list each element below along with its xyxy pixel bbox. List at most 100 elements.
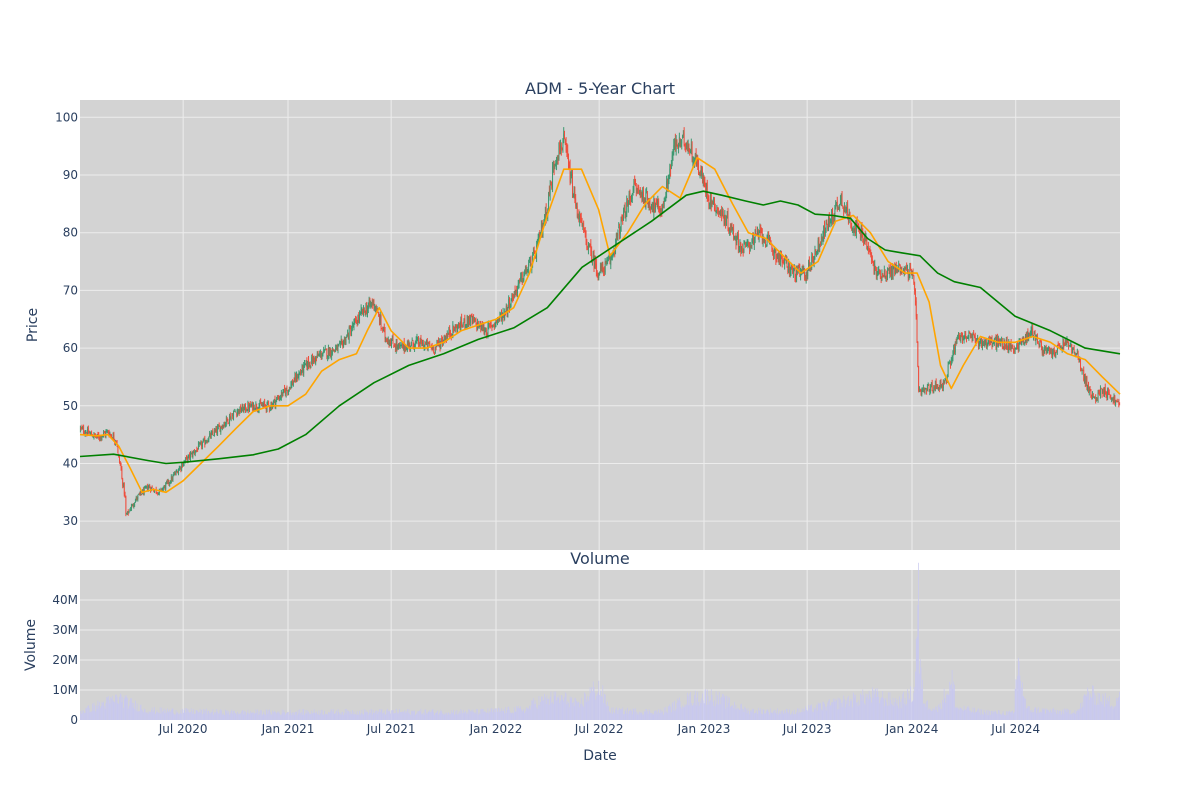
volume-bar [203, 713, 205, 720]
volume-bar [922, 679, 923, 720]
candle-body [276, 398, 277, 401]
candle-body [993, 342, 994, 344]
volume-bar [564, 692, 566, 720]
volume-bar [229, 714, 230, 720]
volume-bar [764, 713, 766, 720]
candle-body [1038, 344, 1040, 347]
volume-bar [1054, 712, 1056, 720]
volume-bar [1022, 695, 1024, 720]
volume-bar [497, 707, 499, 720]
volume-bar [992, 713, 994, 720]
volume-bar [1069, 710, 1071, 720]
candle-body [937, 386, 939, 389]
candle-body [397, 345, 399, 349]
candle-body [634, 180, 636, 182]
volume-bar [552, 704, 554, 720]
candle-body [786, 259, 788, 268]
volume-bar [1024, 698, 1026, 720]
candle-body [1064, 341, 1066, 346]
candle-body [164, 485, 166, 490]
candle-body [714, 207, 716, 213]
candle-body [360, 308, 362, 314]
candle-body [690, 144, 692, 153]
candle-body [204, 438, 206, 445]
volume-bar [293, 714, 295, 720]
candle-body [189, 454, 191, 458]
candle-body [269, 408, 271, 410]
volume-bar [878, 696, 880, 720]
volume-bar [1045, 708, 1047, 720]
candle-body [526, 271, 528, 276]
candle-body [560, 145, 562, 150]
volume-bar [868, 699, 869, 720]
volume-bar [742, 709, 744, 720]
volume-bar [326, 713, 328, 720]
candle-body [894, 264, 896, 274]
volume-bar [959, 707, 961, 720]
volume-bar [89, 712, 91, 720]
volume-bar [1038, 713, 1040, 720]
candle-body [507, 307, 509, 314]
candle-body [470, 314, 472, 317]
candle-body [921, 390, 923, 395]
candle-body [261, 404, 262, 406]
price-y-tick-label: 90 [63, 168, 78, 182]
candle-body [779, 255, 781, 262]
candle-body [804, 277, 806, 280]
candle-body [1025, 332, 1027, 342]
volume-bar [506, 709, 508, 720]
volume-bar [650, 712, 652, 720]
candle-body [213, 435, 214, 436]
volume-bar [702, 693, 703, 720]
volume-bar [571, 697, 573, 720]
volume-bar [178, 714, 180, 720]
candle-body [965, 333, 967, 339]
volume-bar [937, 712, 939, 720]
volume-bar [659, 713, 660, 720]
candle-body [455, 326, 457, 327]
candle-body [950, 359, 952, 366]
volume-bar [534, 700, 536, 720]
candle-body [540, 223, 542, 235]
volume-bar [580, 697, 582, 720]
candle-body [663, 204, 664, 208]
candle-body [523, 275, 525, 281]
volume-bar [1033, 709, 1035, 720]
volume-bar [778, 713, 780, 720]
volume-bar [418, 710, 420, 720]
volume-title: Volume [570, 549, 630, 568]
volume-bar [194, 713, 196, 720]
candle-body [343, 342, 344, 348]
volume-bar [439, 711, 441, 720]
volume-bar [907, 693, 909, 720]
volume-bar [325, 714, 327, 720]
candle-body [412, 340, 414, 345]
candle-body [238, 409, 240, 414]
volume-bar [83, 710, 84, 720]
candle-body [1014, 350, 1016, 353]
candle-body [161, 489, 163, 491]
candle-body [899, 263, 900, 265]
volume-bar [1092, 685, 1094, 720]
volume-bar [482, 709, 483, 720]
candle-body [372, 299, 374, 306]
candle-body [610, 257, 612, 266]
candle-body [996, 337, 998, 348]
volume-bar [1051, 712, 1053, 720]
volume-bar [780, 713, 782, 720]
volume-bar [154, 707, 155, 720]
candle-body [125, 496, 127, 515]
volume-bar [367, 714, 369, 720]
candle-body [578, 214, 580, 222]
candle-body [1058, 343, 1060, 345]
candle-body [127, 510, 129, 514]
candle-body [437, 341, 439, 343]
volume-bar [1049, 709, 1051, 720]
candle-body [935, 381, 937, 389]
volume-bar [789, 709, 790, 720]
candle-body [140, 491, 142, 495]
candle-body [665, 195, 667, 201]
volume-bar [504, 713, 506, 720]
volume-bar [124, 695, 126, 720]
volume-bar [1036, 713, 1038, 720]
